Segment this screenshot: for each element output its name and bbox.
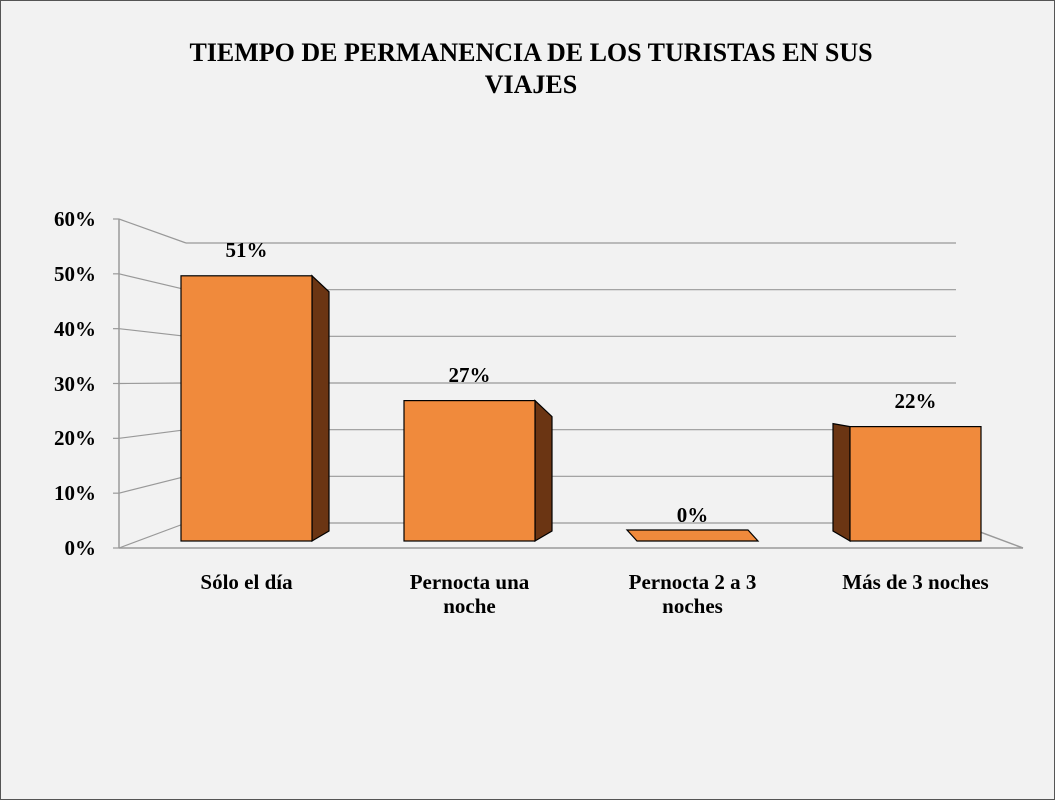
x-tick-label: Sólo el día: [200, 570, 293, 594]
x-tick-label: Pernocta una noche: [409, 570, 530, 618]
data-label: 27%: [448, 362, 491, 387]
data-label: 51%: [225, 237, 268, 262]
chart-title: TIEMPO DE PERMANENCIA DE LOS TURISTAS EN…: [189, 38, 873, 99]
data-label: 22%: [894, 388, 937, 413]
grid-line: [118, 218, 187, 244]
y-tick-label: 20%: [54, 426, 96, 451]
y-tick-label: 50%: [54, 261, 96, 286]
grid-line: [118, 273, 187, 291]
grid-line: [118, 475, 187, 494]
bar: [849, 426, 982, 542]
x-tick-label: Pernocta 2 a 3 noches: [628, 570, 757, 618]
data-label: 0%: [676, 503, 709, 527]
x-tick-label: Más de 3 noches: [842, 570, 989, 594]
bar-side: [311, 274, 330, 543]
y-tick-label: 60%: [54, 207, 96, 231]
y-tick-label: 30%: [54, 371, 96, 396]
bar: [180, 275, 313, 542]
bar: [403, 400, 536, 542]
bar: [625, 529, 760, 542]
grid-line: [118, 429, 187, 439]
y-tick-label: 0%: [64, 536, 97, 560]
y-tick-label: 40%: [54, 316, 96, 341]
bar-side: [832, 422, 851, 543]
bar-side: [534, 399, 553, 543]
grid-line: [118, 382, 187, 385]
grid-line: [118, 522, 187, 549]
grid-line: [118, 328, 187, 337]
y-tick-label: 10%: [54, 481, 96, 506]
